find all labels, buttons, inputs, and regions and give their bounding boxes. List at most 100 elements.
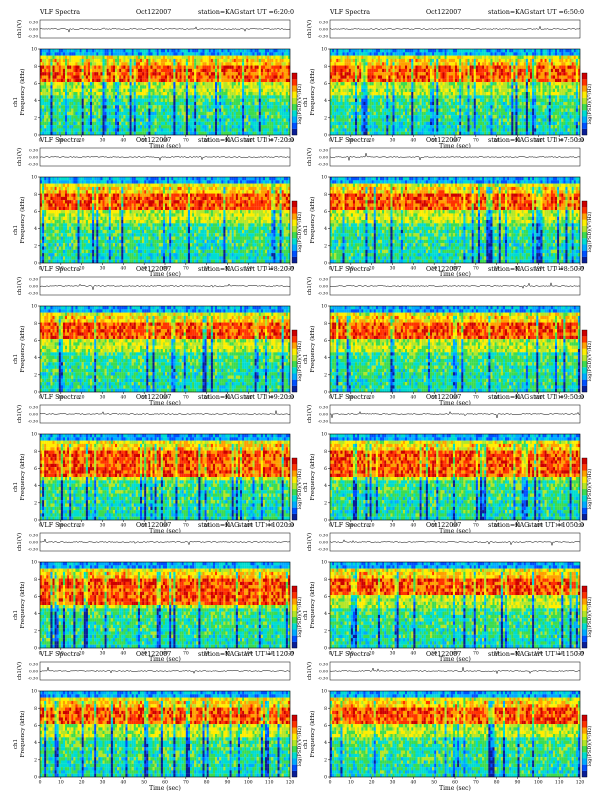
spectrogram-cell [559, 82, 562, 86]
spectrogram-cell [67, 95, 70, 99]
spectrogram-cell [565, 49, 568, 53]
spectrogram-cell [112, 52, 116, 56]
spectrogram-cell [135, 49, 139, 53]
spectrogram-cell [229, 101, 232, 106]
spectrogram-cell [262, 52, 266, 56]
spectrogram-cell [192, 72, 195, 76]
spectrogram-cell [285, 108, 289, 112]
spectrogram-cell [262, 105, 266, 109]
spectrogram-cell [279, 98, 282, 103]
spectrogram-cell [419, 75, 422, 79]
spectrogram-cell [256, 92, 259, 96]
spectrogram-cell [58, 115, 61, 119]
spectrogram-cell [342, 78, 345, 83]
spectrogram-cell [384, 58, 387, 63]
spectrogram-cell [165, 92, 168, 96]
spectrogram-cell [208, 111, 211, 116]
spectrogram-cell [48, 118, 51, 122]
spectrogram-cell [484, 62, 487, 66]
spectrogram-cell [338, 55, 341, 60]
spectrogram-cell [223, 68, 226, 73]
spectrogram-cell [175, 82, 178, 86]
spectrogram-cell [219, 68, 222, 73]
spectrogram-cell [177, 98, 180, 103]
spectrogram-cell [438, 92, 441, 96]
spectrogram-cell [52, 125, 55, 129]
spectrogram-cell [475, 49, 479, 53]
spectrogram-cell [242, 65, 245, 69]
spectrogram-cell [461, 58, 464, 63]
spectrogram-cell [496, 52, 499, 56]
spectrogram-cell [110, 121, 114, 126]
spectrogram-cell [513, 82, 516, 86]
spectrogram-cell [440, 55, 443, 60]
spectrogram-cell [402, 65, 406, 69]
spectrogram-cell [275, 105, 278, 109]
spectrogram-cell [250, 125, 253, 129]
spectrogram-cell [54, 105, 57, 109]
spectrogram-cell [494, 52, 497, 56]
spectrogram-cell [194, 62, 197, 66]
spectrogram-cell [212, 68, 216, 73]
spectrogram-cell [94, 115, 97, 119]
spectrogram-cell [442, 58, 445, 63]
spectrogram-cell [60, 58, 64, 63]
spectrogram-cell [115, 65, 118, 69]
spectrogram-cell [273, 49, 276, 53]
spectrogram-cell [200, 95, 203, 99]
spectrogram-cell [54, 128, 57, 132]
spectrogram-cell [175, 118, 178, 122]
spectrogram-cell [457, 68, 460, 73]
spectrogram-cell [254, 68, 257, 73]
spectrogram-cell [419, 72, 422, 76]
spectrogram-cell [129, 78, 132, 83]
spectrogram-cell [538, 75, 541, 79]
spectrogram-cell [573, 68, 576, 73]
spectrogram-cell [62, 121, 66, 126]
spectrogram-cell [83, 72, 86, 76]
spectrogram-cell [212, 65, 216, 69]
spectrogram-cell [398, 88, 401, 93]
spectrogram-cell [394, 62, 397, 66]
spectrogram-cell [142, 62, 145, 66]
spectrogram-cell [217, 58, 220, 63]
spectrogram-cell [227, 95, 230, 99]
spectrogram-cell [142, 72, 145, 76]
spectrogram-cell [208, 85, 211, 89]
spectrogram-cell [332, 49, 335, 53]
spectrogram-cell [505, 75, 508, 79]
spectrogram-cell [215, 125, 218, 129]
spectrogram-cell [461, 92, 464, 96]
spectrogram-cell [467, 65, 470, 69]
spectrogram-cell [102, 105, 105, 109]
spectrogram-cell [87, 98, 91, 103]
spectrogram-cell [154, 65, 157, 69]
spectrogram-cell [527, 65, 531, 69]
spectrogram-cell [427, 88, 431, 93]
spectrogram-cell [400, 55, 404, 60]
spectrogram-cell [208, 49, 211, 53]
spectrogram-cell [573, 78, 576, 83]
spectrogram-cell [525, 75, 529, 79]
spectrogram-cell [100, 98, 103, 103]
spectrogram-cell [56, 62, 59, 66]
spectrogram-cell [434, 85, 437, 89]
spectrogram-cell [144, 72, 147, 76]
spectrogram-cell [44, 111, 47, 116]
spectrogram-cell [242, 98, 245, 103]
spectrogram-cell [71, 115, 74, 119]
spectrogram-cell [92, 92, 95, 96]
spectrogram-cell [154, 105, 157, 109]
spectrogram-cell [446, 58, 449, 63]
spectrogram-cell [135, 111, 139, 116]
spectrogram-cell [71, 108, 74, 112]
spectrogram-cell [511, 75, 514, 79]
spectrogram-cell [279, 75, 282, 79]
spectrogram-cell [58, 125, 61, 129]
spectrogram-cell [185, 78, 189, 83]
spectrogram-cell [260, 49, 264, 53]
spectrogram-cell [519, 88, 522, 93]
spectrogram-cell [242, 72, 245, 76]
spectrogram-cell [123, 82, 126, 86]
spectrogram-cell [96, 108, 99, 112]
